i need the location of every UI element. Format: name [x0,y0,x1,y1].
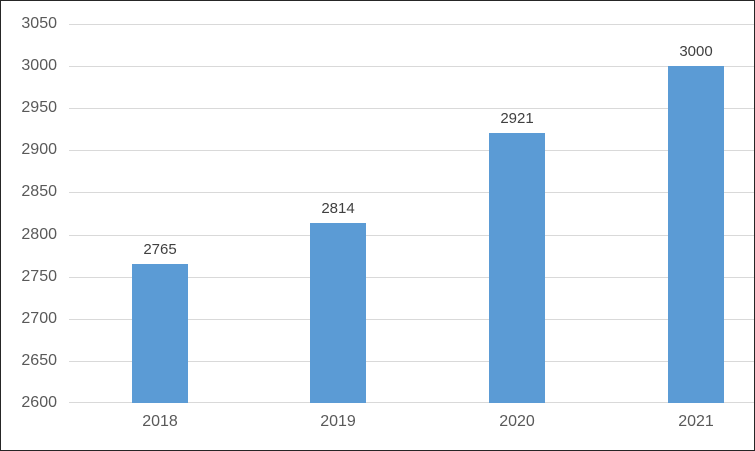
y-tick-label: 2700 [21,310,57,327]
y-tick-label: 2600 [21,394,57,411]
data-label-2019: 2814 [321,200,355,217]
x-tick-label-2020: 2020 [499,413,535,430]
x-tick-label-2018: 2018 [142,413,178,430]
gridline-2600 [69,402,754,403]
x-tick-label-2019: 2019 [320,413,356,430]
bar-2018 [132,264,188,403]
bar-2019 [310,223,366,403]
gridline-2750 [69,276,754,278]
data-label-2021: 3000 [679,43,713,60]
bar-2021 [668,66,724,403]
data-label-2018: 2765 [143,241,177,258]
y-tick-label: 2850 [21,183,57,200]
y-tick-label: 2900 [21,141,57,158]
gridline-2800 [69,234,754,236]
gridline-2700 [69,318,754,320]
gridline-2850 [69,192,754,194]
y-tick-label: 2800 [21,226,57,243]
x-tick-label-2021: 2021 [678,413,714,430]
data-label-2020: 2921 [500,110,534,127]
gridline-3050 [69,24,754,25]
gridline-2950 [69,108,754,110]
bar-2020 [489,133,545,403]
y-tick-label: 3050 [21,15,57,32]
y-tick-label: 2650 [21,352,57,369]
gridline-2900 [69,150,754,152]
plot-area: 2765 2814 2921 3000 [69,24,754,403]
gridline-3000 [69,66,754,68]
y-tick-label: 3000 [21,57,57,74]
y-tick-label: 2750 [21,268,57,285]
gridline-2650 [69,360,754,362]
y-tick-label: 2950 [21,99,57,116]
